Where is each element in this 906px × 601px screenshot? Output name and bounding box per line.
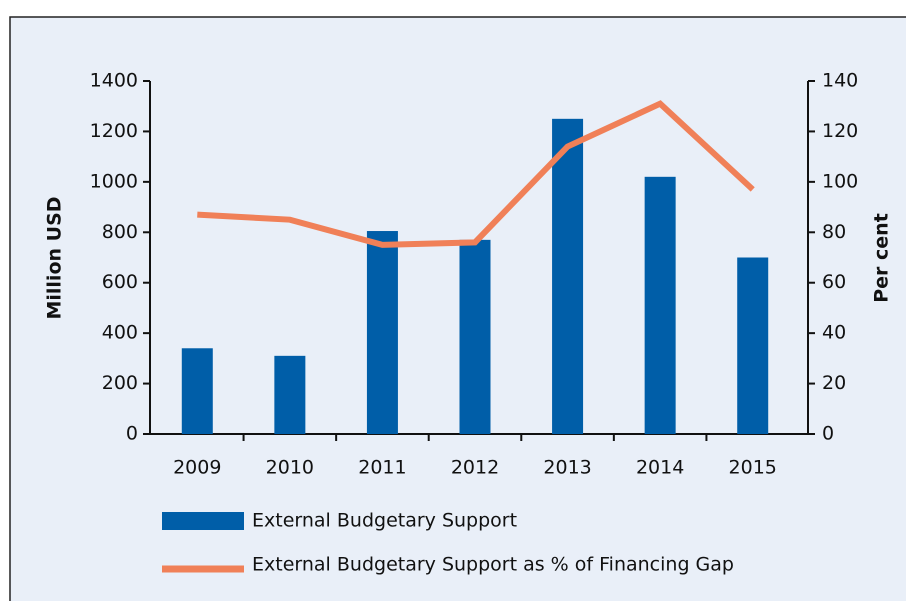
y-tick-label: 200 <box>102 372 138 394</box>
x-tick-label: 2011 <box>358 457 406 479</box>
y-tick-label: 0 <box>126 423 138 445</box>
y2-tick-label: 60 <box>822 271 846 293</box>
y2-tick-label: 100 <box>822 170 858 192</box>
y-tick-label: 1000 <box>90 170 138 192</box>
legend-swatch <box>162 512 244 530</box>
x-tick-label: 2015 <box>729 457 777 479</box>
x-tick-label: 2009 <box>173 457 221 479</box>
y2-tick-label: 40 <box>822 322 846 344</box>
y2-tick-label: 20 <box>822 372 846 394</box>
bar <box>737 257 769 434</box>
bar <box>552 118 584 435</box>
x-tick-label: 2010 <box>266 457 314 479</box>
x-tick-label: 2014 <box>636 457 684 479</box>
y-tick-label: 1200 <box>90 120 138 142</box>
y-tick-label: 1400 <box>90 70 138 92</box>
x-tick-label: 2012 <box>451 457 499 479</box>
x-tick-label: 2013 <box>543 457 591 479</box>
bar <box>181 348 213 434</box>
line-series <box>197 100 755 248</box>
bar <box>274 355 306 434</box>
y-axis-label: Million USD <box>44 196 66 319</box>
frame <box>9 16 906 601</box>
y2-tick-label: 80 <box>822 221 846 243</box>
legend-label: External Budgetary Support <box>252 510 517 532</box>
bar <box>644 176 676 435</box>
bar <box>459 239 491 434</box>
y2-tick-label: 120 <box>822 120 858 142</box>
y-tick-label: 600 <box>102 271 138 293</box>
y2-tick-label: 0 <box>822 423 834 445</box>
y2-axis-label: Per cent <box>871 213 893 303</box>
legend-label: External Budgetary Support as % of Finan… <box>252 554 734 576</box>
y-tick-label: 800 <box>102 221 138 243</box>
y-tick-label: 400 <box>102 322 138 344</box>
bar <box>366 231 398 434</box>
y2-tick-label: 140 <box>822 70 858 92</box>
